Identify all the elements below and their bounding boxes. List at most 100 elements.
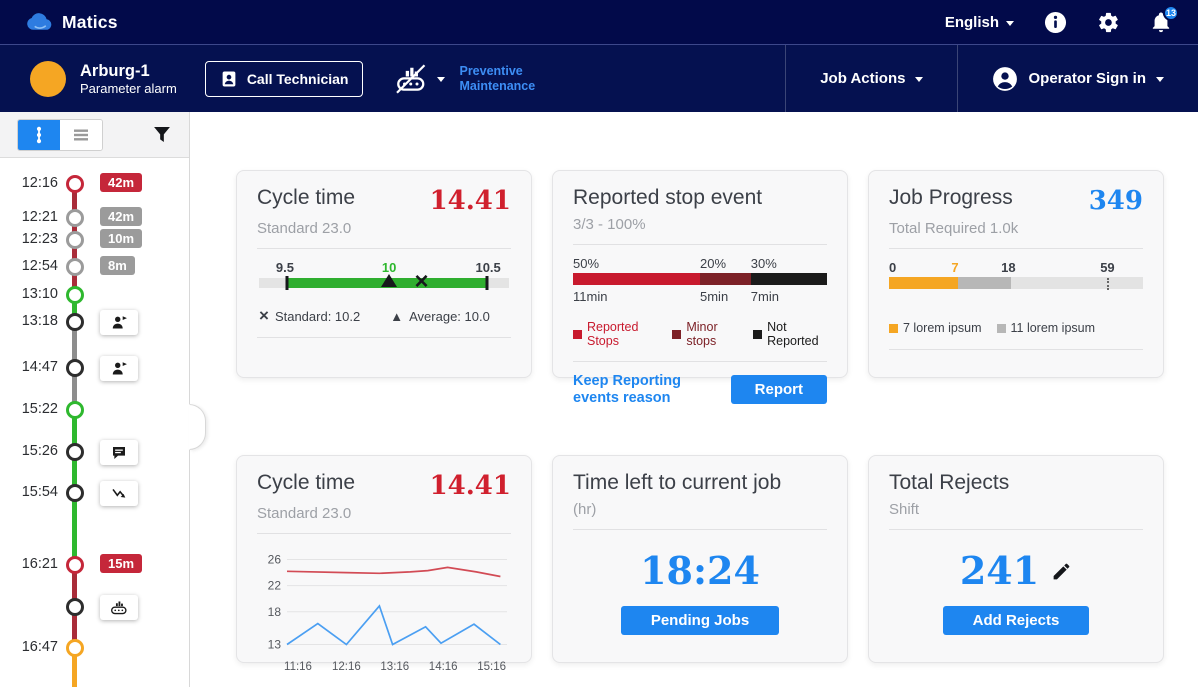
duration-badge[interactable]: 10m: [100, 229, 143, 248]
duration-badge[interactable]: 8m: [100, 256, 135, 275]
average-legend-label: Average: 10.0: [409, 308, 490, 324]
card-title: Reported stop event: [573, 186, 763, 209]
card-subtitle: Standard 23.0: [257, 505, 352, 522]
filter-funnel-icon[interactable]: [152, 124, 172, 145]
timeline-event-circle[interactable]: [66, 313, 84, 331]
call-technician-label: Call Technician: [246, 70, 349, 87]
gauge-min-label: 9.5: [275, 260, 294, 275]
language-label: English: [944, 13, 999, 31]
arrow-event-icon[interactable]: [100, 481, 138, 506]
card-title: Time left to current job: [573, 471, 782, 494]
chat-event-icon[interactable]: [100, 440, 138, 465]
machine-event-icon[interactable]: [100, 595, 138, 620]
timeline-segment: [72, 322, 77, 368]
timeline-segment: [72, 240, 77, 267]
stop-events-legend: Reported Stops Minor stops Not Reported: [573, 320, 827, 348]
cycle-time-chart-card: Cycle time 14.41 Standard 23.0 26 22 18 13 1…: [236, 455, 532, 673]
timeline-toolbar: [0, 112, 189, 158]
stop-percent-labels: 50% 20% 30%: [573, 256, 827, 273]
svg-text:18: 18: [268, 605, 282, 619]
bar-label: 11min: [573, 289, 608, 304]
view-toggle: [17, 118, 103, 151]
settings-gear-icon[interactable]: [1097, 11, 1120, 34]
average-marker-icon: [381, 274, 397, 287]
timeline-event-circle[interactable]: [66, 443, 84, 461]
gauge-min-tick: [285, 276, 288, 290]
bar-segment: [700, 273, 751, 285]
timeline-event-circle[interactable]: [66, 639, 84, 657]
gauge-max-tick: [485, 276, 488, 290]
operator-event-icon[interactable]: [100, 356, 138, 381]
call-technician-button[interactable]: Call Technician: [204, 60, 364, 97]
job-actions-label: Job Actions: [820, 70, 906, 87]
x-marker-icon: ×: [259, 306, 269, 325]
duration-badge[interactable]: 15m: [100, 554, 143, 573]
bar-label: 20%: [700, 256, 727, 271]
card-subtitle: Total Required 1.0k: [889, 220, 1019, 237]
timeline-event-circle[interactable]: [66, 484, 84, 502]
timeline-event-circle[interactable]: [66, 598, 84, 616]
timeline-event-circle[interactable]: [66, 401, 84, 419]
timeline-event-circle[interactable]: [66, 556, 84, 574]
keep-reporting-link[interactable]: Keep Reporting events reason: [573, 373, 681, 406]
total-rejects-value: 241: [959, 548, 1040, 593]
card-title: Cycle time: [257, 186, 356, 209]
duration-badge[interactable]: 42m: [100, 207, 143, 226]
duration-badge[interactable]: 42m: [100, 173, 143, 192]
timeline-event-time: 12:21: [21, 209, 58, 225]
list-view-toggle[interactable]: [60, 119, 102, 150]
timeline-segment: [72, 607, 77, 648]
time-left-value: 18:24: [640, 548, 760, 593]
report-button[interactable]: Report: [730, 375, 827, 405]
bar-segment: [1010, 277, 1143, 289]
timeline-event-circle[interactable]: [66, 175, 84, 193]
machine-status-dot: [30, 60, 66, 97]
legend-swatch: [753, 329, 763, 339]
gauge-max-label: 10.5: [475, 260, 501, 275]
language-selector[interactable]: English: [945, 14, 1014, 31]
timeline-event-time: 12:54: [21, 258, 58, 274]
card-subtitle: (hr): [573, 501, 597, 518]
legend-label: Not Reported: [767, 320, 819, 348]
preventive-maintenance-dropdown[interactable]: Preventive Maintenance: [395, 64, 535, 94]
timeline-segment: [72, 452, 77, 493]
timeline-event-circle[interactable]: [66, 359, 84, 377]
machine-status-text: Parameter alarm: [80, 81, 177, 97]
operator-sign-in-label: Operator Sign in: [1028, 70, 1146, 87]
job-progress-bar: [889, 277, 1143, 290]
timeline-event-time: 12:23: [21, 231, 58, 247]
add-rejects-button[interactable]: Add Rejects: [942, 606, 1090, 635]
timeline-segment: [72, 295, 77, 322]
timeline-segment: [72, 184, 77, 218]
dashboard-main: Cycle time 14.41 Standard 23.0 9.5 10 10…: [190, 112, 1198, 687]
notifications-bell-icon[interactable]: 13: [1150, 5, 1179, 34]
info-icon[interactable]: [1044, 11, 1067, 34]
card-subtitle: Shift: [889, 501, 920, 518]
bar-segment: [957, 277, 1011, 289]
timeline-event-circle[interactable]: [66, 231, 84, 249]
operator-sign-in-dropdown[interactable]: Operator Sign in: [957, 45, 1198, 112]
pending-jobs-button[interactable]: Pending Jobs: [620, 606, 780, 635]
bar-label: 7min: [750, 289, 779, 304]
job-progress-legend: 7 lorem ipsum 11 lorem ipsum: [889, 321, 1143, 335]
job-actions-dropdown[interactable]: Job Actions: [785, 45, 957, 112]
event-timeline: 12:16 42m 12:21 42m 12:23 10m 12:54 8m 13:10 13:1…: [0, 158, 189, 687]
progress-label: 18: [1001, 260, 1016, 275]
bar-label: 30%: [750, 256, 777, 271]
brand: Matics: [26, 12, 118, 33]
cycle-time-value: 14.41: [429, 471, 511, 501]
svg-text:15:16: 15:16: [477, 661, 506, 673]
card-subtitle: Standard 23.0: [257, 220, 352, 237]
timeline-event-circle[interactable]: [66, 286, 84, 304]
timeline-event-circle[interactable]: [66, 209, 84, 227]
gauge-legend: × Standard: 10.2 ▲ Average: 10.0: [259, 306, 509, 326]
legend-swatch: [573, 329, 582, 339]
operator-event-icon[interactable]: [100, 310, 138, 335]
timeline-view-toggle[interactable]: [18, 119, 60, 150]
timeline-event-circle[interactable]: [66, 258, 84, 276]
timeline-event-time: 14:47: [21, 359, 58, 375]
notification-count-badge: 13: [1163, 5, 1179, 21]
legend-swatch: [996, 323, 1006, 333]
pencil-edit-icon[interactable]: [1051, 561, 1072, 582]
chevron-down-icon: [1156, 77, 1164, 82]
